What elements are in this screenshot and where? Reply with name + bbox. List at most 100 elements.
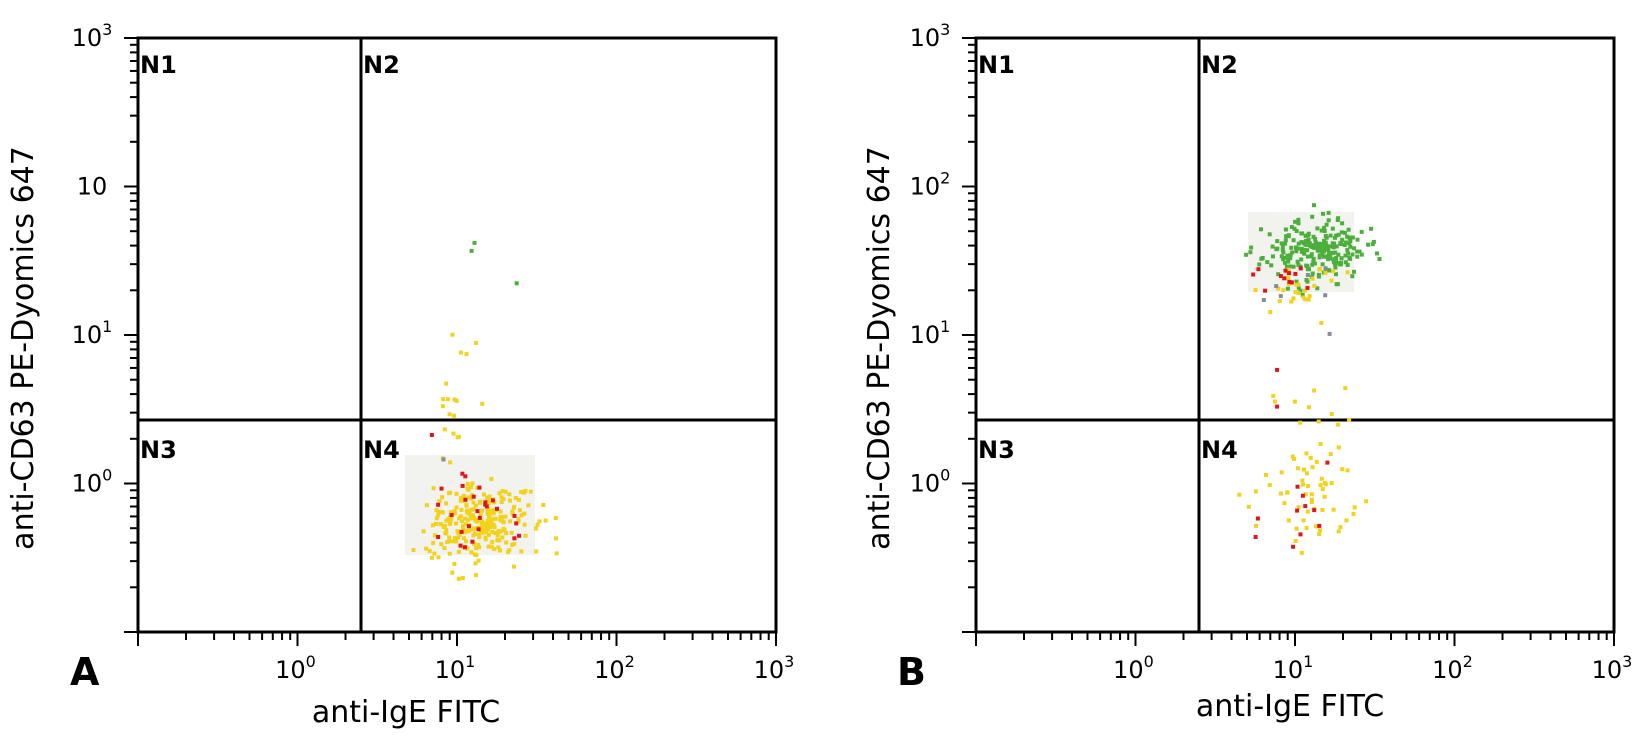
- data-point: [460, 576, 465, 580]
- data-point: [1326, 247, 1331, 252]
- data-point: [1263, 288, 1268, 293]
- data-point: [1348, 239, 1353, 243]
- quadrant-label-n2: N2: [363, 51, 400, 79]
- data-point: [444, 527, 449, 532]
- data-point: [1296, 285, 1301, 290]
- data-point: [477, 515, 482, 520]
- data-point: [1350, 235, 1355, 240]
- data-point: [1296, 217, 1301, 222]
- data-point: [1254, 523, 1259, 528]
- data-point: [519, 513, 524, 518]
- data-point: [432, 551, 437, 556]
- data-point: [1275, 246, 1280, 251]
- data-point: [434, 508, 439, 513]
- data-point: [1345, 263, 1350, 267]
- data-point: [482, 492, 486, 497]
- data-point: [1324, 268, 1329, 273]
- quadrant-label-n3: N3: [978, 436, 1015, 464]
- data-point: [1302, 251, 1307, 256]
- data-point: [1312, 388, 1317, 393]
- data-point: [499, 495, 504, 500]
- data-point: [516, 519, 521, 524]
- data-point: [1357, 249, 1362, 254]
- data-point: [451, 431, 456, 436]
- data-point: [468, 496, 473, 501]
- data-point: [470, 516, 475, 521]
- data-point: [1336, 232, 1341, 237]
- data-point: [1366, 242, 1371, 247]
- data-point: [1283, 241, 1288, 246]
- data-point: [1317, 248, 1322, 253]
- data-point: [411, 548, 416, 552]
- data-point: [1328, 452, 1333, 457]
- data-point: [1318, 483, 1323, 488]
- data-point: [1309, 492, 1314, 497]
- data-point: [1323, 293, 1328, 298]
- data-point: [1307, 267, 1311, 272]
- data-point: [465, 510, 469, 515]
- data-point: [1308, 455, 1313, 460]
- data-point: [1288, 264, 1293, 269]
- data-point: [1320, 487, 1325, 492]
- data-point: [482, 527, 487, 532]
- data-point: [1311, 256, 1316, 261]
- data-point: [519, 549, 524, 554]
- data-point: [1306, 484, 1310, 488]
- data-point: [457, 516, 462, 521]
- data-point: [471, 500, 476, 505]
- data-point: [1371, 239, 1376, 244]
- data-point: [450, 332, 455, 337]
- data-point: [471, 527, 476, 532]
- y-tick-label: 101: [72, 317, 113, 349]
- data-point: [459, 519, 464, 524]
- data-point: [1267, 483, 1272, 487]
- data-point: [1321, 211, 1325, 216]
- data-point: [1256, 267, 1261, 272]
- data-point: [1287, 271, 1292, 276]
- data-point: [1269, 263, 1274, 268]
- data-point: [1253, 287, 1258, 292]
- quadrant-label-n4: N4: [363, 436, 400, 464]
- data-point: [447, 535, 452, 540]
- data-point: [1317, 267, 1322, 272]
- data-point: [486, 544, 491, 549]
- data-point: [1300, 478, 1305, 483]
- data-point: [1311, 260, 1316, 265]
- data-point: [1271, 393, 1276, 398]
- data-point: [452, 397, 457, 402]
- data-point: [440, 495, 445, 500]
- data-point: [1310, 497, 1314, 502]
- data-point: [1340, 221, 1345, 226]
- quadrant-label-n3: N3: [140, 436, 177, 464]
- data-point: [1287, 279, 1292, 284]
- data-point: [469, 248, 474, 253]
- data-point: [1298, 532, 1303, 537]
- data-point: [495, 533, 500, 538]
- data-point: [1277, 299, 1282, 304]
- data-point: [490, 539, 495, 544]
- data-point: [464, 352, 469, 357]
- data-point: [1278, 274, 1283, 278]
- data-point: [511, 564, 516, 569]
- data-point: [443, 523, 447, 528]
- x-tick-label: 102: [1432, 652, 1473, 684]
- x-tick-label: 100: [1113, 652, 1154, 684]
- data-point: [1319, 228, 1324, 233]
- data-point: [1304, 526, 1309, 530]
- x-tick-label: 103: [754, 652, 795, 684]
- data-point: [1283, 238, 1288, 243]
- quadrant-label-n1: N1: [978, 51, 1015, 79]
- data-point: [1295, 508, 1300, 513]
- data-point: [473, 503, 478, 508]
- data-point: [1352, 269, 1356, 274]
- data-point: [1312, 203, 1316, 208]
- data-point: [485, 527, 490, 532]
- data-point: [1348, 244, 1353, 249]
- data-point: [472, 240, 477, 245]
- data-point: [458, 350, 463, 355]
- data-point: [1326, 210, 1331, 215]
- data-point: [1305, 509, 1310, 514]
- data-point: [523, 533, 528, 538]
- data-point: [508, 519, 513, 524]
- data-point: [453, 539, 458, 544]
